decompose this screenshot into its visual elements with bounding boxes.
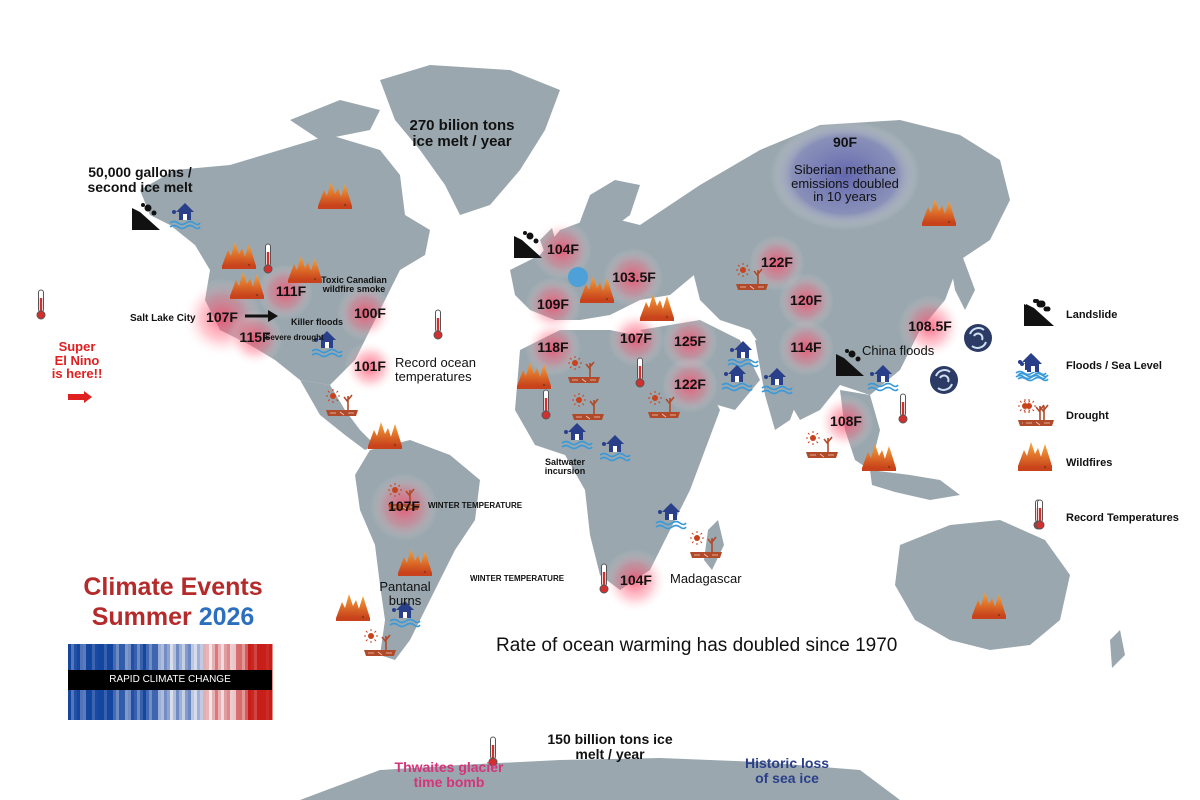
legend-icon <box>1026 299 1054 326</box>
siberia-methane-note: Siberian methane emissions doubled in 10… <box>791 162 899 205</box>
temp-label: 107F <box>206 309 238 325</box>
temp-label: 114F <box>790 339 822 355</box>
temp-label: 107F <box>388 498 420 514</box>
record-ocean-note: Record ocean temperatures <box>395 355 476 384</box>
temp-label: 100F <box>354 305 386 321</box>
thwaites-note: Thwaites glacier time bomb <box>394 759 504 790</box>
temp-label: 122F <box>761 254 793 270</box>
temp-label: 107F <box>620 330 652 346</box>
stripe-label: RAPID CLIMATE CHANGE <box>68 670 272 690</box>
ice-globe <box>568 267 588 287</box>
greenland-ice-note: 270 bilion tons ice melt / year <box>409 117 515 150</box>
severe-drought-note: Severe drought <box>265 333 324 342</box>
madagascar-label: Madagascar <box>670 571 742 586</box>
saltwater-note: Saltwater incursion <box>544 457 586 477</box>
el-nino-note: Super El Nino is here!! <box>51 339 103 382</box>
temp-label: 120F <box>790 292 822 308</box>
winter-temp-label: WINTER TEMPERATURE <box>470 574 565 583</box>
temp-label: 118F <box>537 339 569 355</box>
legend-icon <box>1021 398 1055 427</box>
toxic-smoke-note: Toxic Canadian wildfire smoke <box>321 275 387 295</box>
main-title: Climate Events Summer 2026 <box>83 573 263 631</box>
legend-icon <box>1018 444 1052 471</box>
temp-label: 104F <box>620 572 652 588</box>
temp-label: 104F <box>547 241 579 257</box>
temp-label: 122F <box>674 376 706 392</box>
ocean-warming-note: Rate of ocean warming has doubled since … <box>496 635 898 656</box>
legend-floods: Floods / Sea Level <box>1066 360 1162 372</box>
methane-haze <box>770 120 920 230</box>
sea-ice-note: Historic loss of sea ice <box>744 755 830 786</box>
temp-label: 108F <box>830 413 862 429</box>
winter-temp-label: WINTER TEMPERATURE <box>428 501 523 510</box>
antarctic-ice-note: 150 billion tons ice melt / year <box>547 731 673 762</box>
temp-label: 125F <box>674 333 706 349</box>
temp-label: 108.5F <box>908 318 952 334</box>
temp-label: 109F <box>537 296 569 312</box>
salt-lake-label: Salt Lake City <box>130 313 196 324</box>
legend-drought: Drought <box>1066 410 1109 422</box>
legend-temps: Record Temperatures <box>1066 512 1179 524</box>
temp-label: 111F <box>275 283 307 299</box>
temp-label: 90F <box>832 134 858 150</box>
temp-label: 115F <box>239 329 271 345</box>
legend-landslide: Landslide <box>1066 309 1118 321</box>
killer-floods-note: Killer floods <box>291 317 344 327</box>
pantanal-note: Pantanal burns <box>379 579 431 608</box>
land <box>140 65 1125 800</box>
china-floods-note: China floods <box>862 343 935 358</box>
legend-icon <box>1035 499 1045 530</box>
alaska-ice-note: 50,000 gallons / second ice melt <box>87 164 193 195</box>
temp-label: 103.5F <box>612 269 656 285</box>
temp-label: 101F <box>354 358 386 374</box>
legend-wildfires: Wildfires <box>1066 457 1113 469</box>
